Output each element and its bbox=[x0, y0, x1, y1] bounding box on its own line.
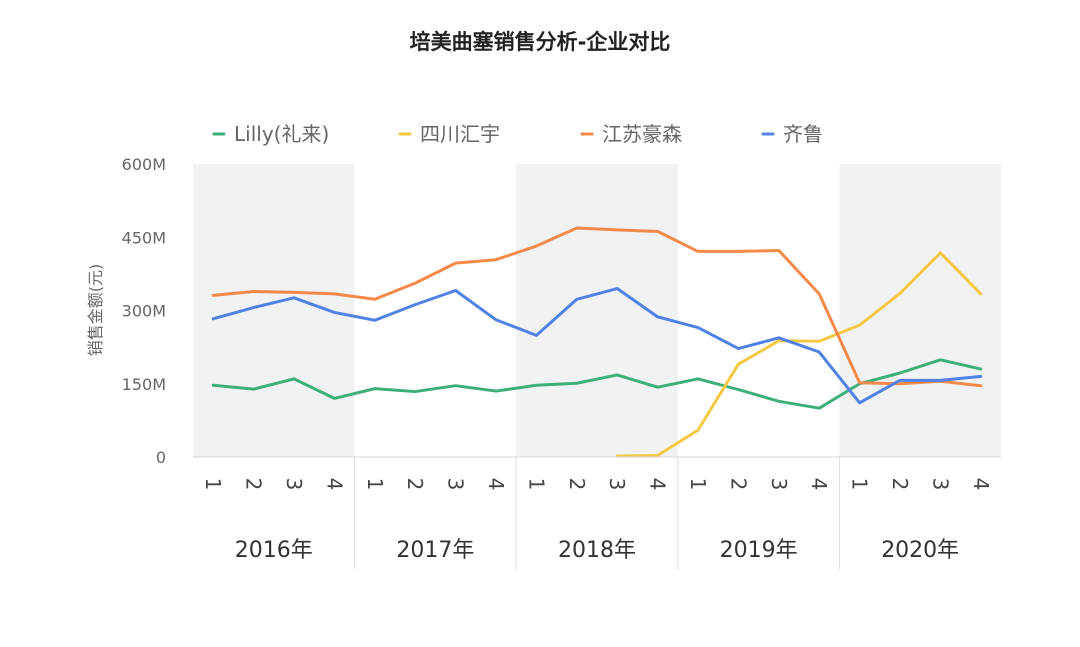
series-lines bbox=[211, 226, 983, 458]
series-line bbox=[211, 358, 983, 410]
x-tick-label: 3 bbox=[928, 478, 952, 491]
x-tick-label: 2 bbox=[565, 478, 589, 491]
x-tick-label: 4 bbox=[807, 478, 831, 491]
legend: Lilly(礼来) 四川汇宇 江苏豪森 齐鲁 bbox=[212, 122, 823, 146]
y-tick-label: 150M bbox=[122, 375, 166, 394]
x-tick-label: 1 bbox=[686, 478, 710, 491]
year-label: 2018年 bbox=[558, 538, 636, 563]
y-tick-label: 300M bbox=[122, 302, 166, 321]
y-tick-label: 450M bbox=[122, 228, 166, 247]
x-tick-label: 1 bbox=[524, 478, 548, 491]
y-axis: 0 150M 300M 450M 600M bbox=[122, 155, 166, 467]
x-axis: 1 2 3 4 1 2 3 4 1 2 3 4 1 2 3 4 1 2 3 4 2016年 2017年 2018年 2019年… bbox=[193, 456, 1001, 569]
series-line bbox=[211, 287, 983, 405]
legend-label: 江苏豪森 bbox=[602, 122, 682, 146]
x-tick-label: 4 bbox=[322, 478, 346, 491]
y-axis-title: 销售金额(元) bbox=[86, 264, 105, 357]
year-label: 2016年 bbox=[235, 538, 313, 563]
x-tick-label: 3 bbox=[605, 478, 629, 491]
x-tick-label: 3 bbox=[444, 478, 468, 491]
x-tick-label: 1 bbox=[201, 478, 225, 491]
y-tick-label: 0 bbox=[156, 448, 166, 467]
series-line bbox=[211, 226, 983, 388]
x-tick-label: 1 bbox=[848, 478, 872, 491]
legend-label: Lilly(礼来) bbox=[234, 122, 329, 146]
x-tick-label: 4 bbox=[484, 478, 508, 491]
x-tick-label: 2 bbox=[888, 478, 912, 491]
x-tick-label: 3 bbox=[767, 478, 791, 491]
year-band bbox=[516, 164, 678, 457]
x-tick-label: 2 bbox=[726, 478, 750, 491]
year-label: 2017年 bbox=[396, 538, 474, 563]
legend-label: 齐鲁 bbox=[783, 122, 823, 146]
year-bands bbox=[193, 164, 1001, 457]
x-tick-label: 2 bbox=[403, 478, 427, 491]
x-tick-label: 4 bbox=[969, 478, 993, 491]
year-label: 2019年 bbox=[720, 538, 798, 563]
series-line bbox=[615, 251, 983, 458]
x-tick-label: 3 bbox=[282, 478, 306, 491]
legend-label: 四川汇宇 bbox=[420, 122, 500, 146]
x-tick-label: 2 bbox=[242, 478, 266, 491]
chart-title: 培美曲塞销售分析-企业对比 bbox=[410, 30, 671, 54]
x-tick-label: 1 bbox=[363, 478, 387, 491]
year-label: 2020年 bbox=[881, 538, 959, 563]
y-tick-label: 600M bbox=[122, 155, 166, 174]
year-band bbox=[839, 164, 1001, 457]
x-tick-label: 4 bbox=[646, 478, 670, 491]
